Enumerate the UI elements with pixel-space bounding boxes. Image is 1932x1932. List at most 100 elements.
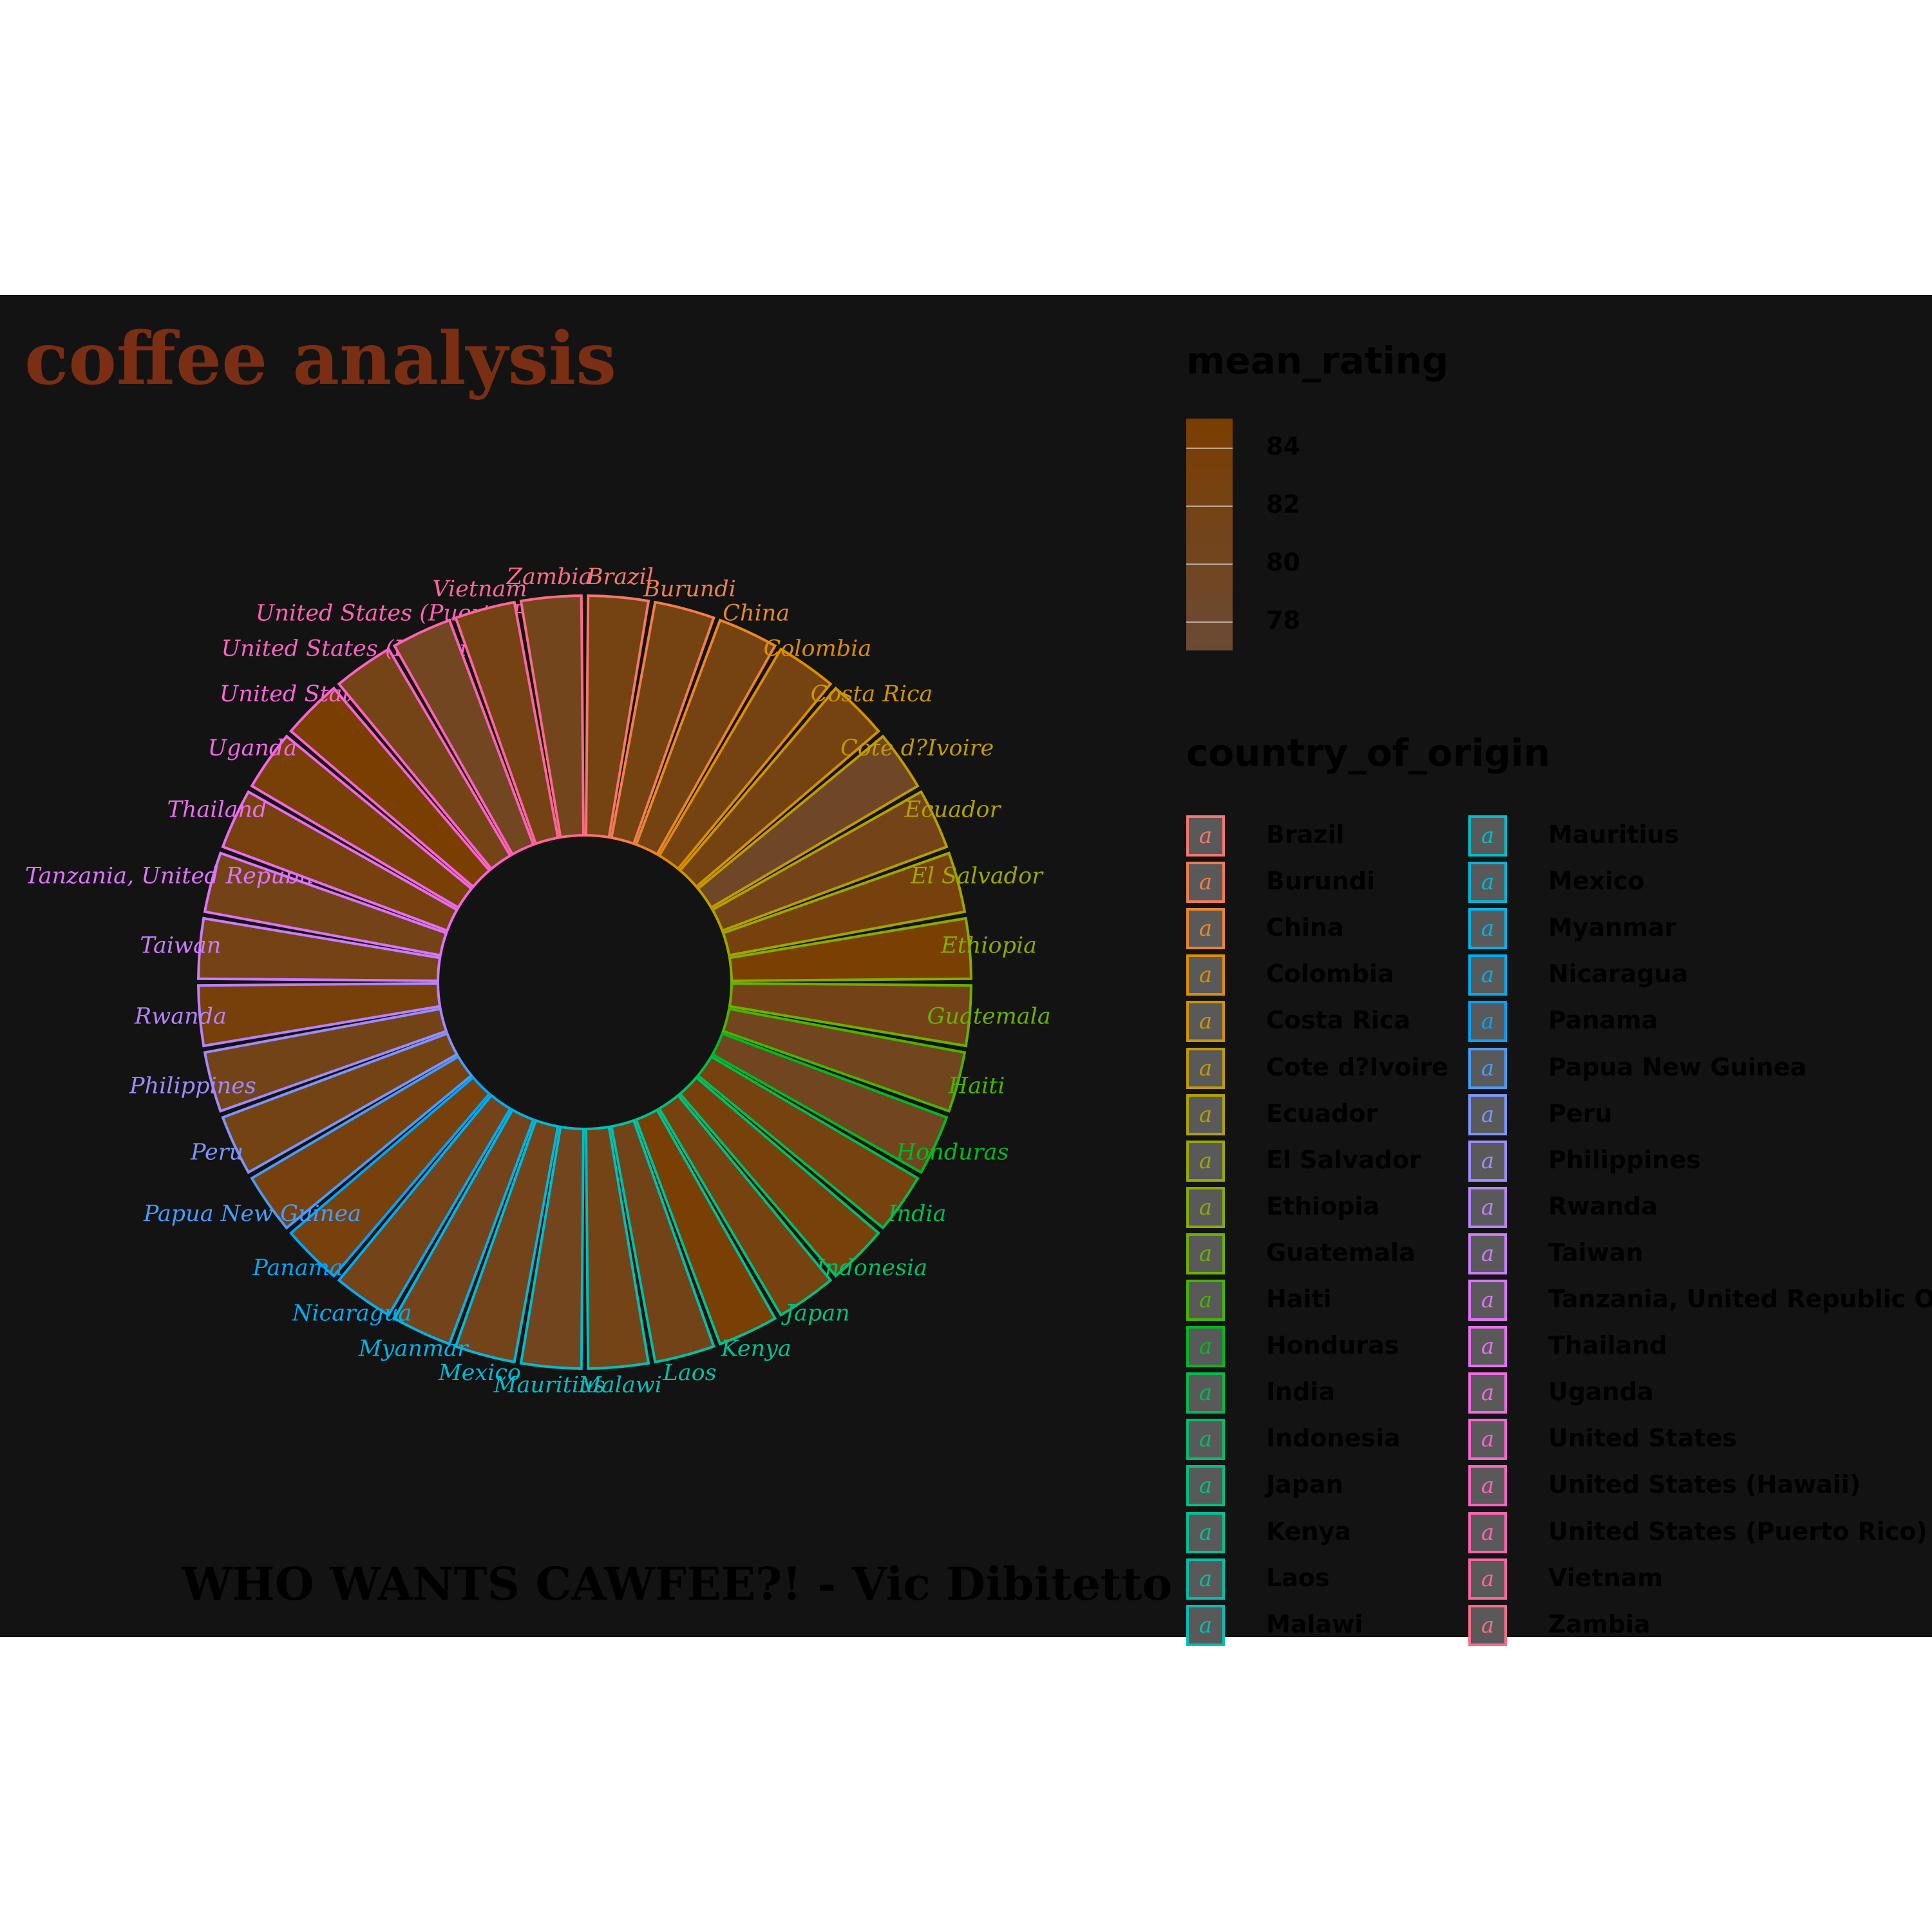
legend-key: a	[1468, 1326, 1507, 1368]
bar-japan	[657, 1094, 833, 1317]
legend-label: Haiti	[1266, 1285, 1332, 1313]
bar-peru	[221, 1032, 459, 1175]
bar-papua-new-guinea	[250, 1054, 473, 1230]
legend-label: Myanmar	[1548, 913, 1677, 942]
bar-myanmar	[392, 1108, 535, 1346]
bar-label: Indonesia	[815, 1255, 927, 1281]
bar-vietnam	[454, 600, 560, 846]
legend-label: Laos	[1266, 1563, 1330, 1592]
bar-label: Ecuador	[904, 797, 1002, 822]
legend-key: a	[1468, 1047, 1507, 1089]
colorbar-tick-label: 84	[1266, 432, 1300, 460]
bar-haiti	[721, 1007, 967, 1113]
chart-caption: WHO WANTS CAWFEE?! - Vic Dibitetto	[182, 1557, 1173, 1611]
legend-label: Guatemala	[1266, 1238, 1416, 1267]
colorbar-tick-label: 82	[1266, 490, 1300, 518]
bar-united-states-hawaii-	[337, 647, 513, 871]
bar-cote-d-ivoire	[696, 734, 920, 910]
bar-kenya	[634, 1108, 777, 1346]
bar-india	[696, 1054, 920, 1230]
bar-uganda	[250, 734, 473, 910]
legend-key: a	[1186, 1511, 1225, 1553]
bar-brazil	[584, 594, 650, 839]
legend-key: a	[1186, 908, 1225, 950]
legend-label: Panama	[1548, 1006, 1658, 1035]
legend-key: a	[1468, 1604, 1507, 1646]
bar-label: Zambia	[506, 564, 592, 590]
bar-label: China	[723, 601, 790, 627]
legend-label: Malawi	[1266, 1609, 1363, 1638]
bar-label: Burundi	[643, 576, 736, 602]
bar-label: Costa Rica	[811, 681, 933, 707]
colorbar-tick-label: 78	[1266, 606, 1300, 634]
legend-key: a	[1468, 1094, 1507, 1135]
bar-label: India	[887, 1201, 947, 1227]
legend-label: India	[1266, 1378, 1336, 1406]
legend-key: a	[1468, 862, 1507, 904]
bar-rwanda	[197, 981, 442, 1048]
bar-label: Papua New Guinea	[143, 1201, 361, 1227]
legend-label: China	[1266, 913, 1344, 942]
bar-mauritius	[519, 1125, 585, 1370]
legend-label: Honduras	[1266, 1331, 1399, 1360]
legend-label: Cote d?Ivoire	[1266, 1052, 1448, 1081]
legend-key: a	[1468, 954, 1507, 996]
bar-label: Ethiopia	[940, 933, 1037, 959]
bar-label: Mexico	[438, 1360, 521, 1386]
legend-key: a	[1186, 954, 1225, 996]
bar-laos	[610, 1119, 715, 1364]
bar-label: Philippines	[129, 1074, 256, 1099]
bar-guatemala	[728, 981, 972, 1048]
legend-label: Kenya	[1266, 1517, 1352, 1546]
bar-label: Taiwan	[140, 933, 221, 959]
legend-label: Mexico	[1548, 867, 1645, 896]
legend-key: a	[1186, 1326, 1225, 1368]
legend-label: Brazil	[1266, 820, 1345, 849]
bar-label: Guatemala	[927, 1003, 1050, 1029]
legend-label: Vietnam	[1548, 1563, 1663, 1592]
legend-key: a	[1186, 1047, 1225, 1089]
bar-label: Thailand	[167, 797, 267, 822]
legend-label: Ecuador	[1266, 1099, 1378, 1128]
colorbar-tick-mark	[1186, 564, 1233, 565]
bar-tanzania-united-republic-of	[203, 851, 448, 957]
bar-nicaragua	[337, 1094, 513, 1317]
legend-label: El Salvador	[1266, 1145, 1421, 1174]
bar-label: Cote d?Ivoire	[840, 735, 994, 761]
legend-key: a	[1186, 1280, 1225, 1321]
legend-label: United States	[1548, 1424, 1738, 1453]
legend-label: Tanzania, United Republic Of	[1548, 1285, 1932, 1313]
legend-key: a	[1186, 1186, 1225, 1228]
bar-label: Laos	[662, 1360, 716, 1386]
bar-ecuador	[710, 790, 949, 933]
legend-label: Philippines	[1548, 1145, 1701, 1174]
legend-key: a	[1468, 1186, 1507, 1228]
bar-label: Mauritius	[493, 1372, 605, 1398]
bar-label: Vietnam	[432, 576, 527, 602]
legend-key: a	[1468, 1280, 1507, 1321]
bar-label: Panama	[252, 1255, 343, 1281]
fill-colorbar	[1186, 419, 1233, 650]
legend-key: a	[1186, 1419, 1225, 1461]
legend-key: a	[1468, 1465, 1507, 1507]
bar-united-states-puerto-rico-	[392, 618, 535, 857]
legend-key: a	[1186, 1465, 1225, 1507]
legend-key: a	[1468, 1419, 1507, 1461]
legend-label: Zambia	[1548, 1609, 1651, 1638]
legend-label: Nicaragua	[1548, 960, 1689, 989]
bar-ethiopia	[728, 916, 972, 983]
bar-el-salvador	[721, 851, 967, 957]
legend-label: Japan	[1266, 1470, 1343, 1499]
bar-label: El Salvador	[910, 863, 1044, 889]
bar-panama	[289, 1075, 491, 1278]
bar-label: Colombia	[763, 636, 871, 661]
legend-label: Rwanda	[1548, 1191, 1658, 1220]
bar-united-states	[289, 686, 491, 889]
bar-label: Kenya	[721, 1336, 791, 1361]
bar-label: Japan	[781, 1301, 850, 1327]
legend-label: Taiwan	[1548, 1238, 1643, 1267]
bar-label: Nicaragua	[292, 1301, 412, 1327]
colorbar-tick-mark	[1186, 621, 1233, 623]
legend-key: a	[1468, 1001, 1507, 1043]
